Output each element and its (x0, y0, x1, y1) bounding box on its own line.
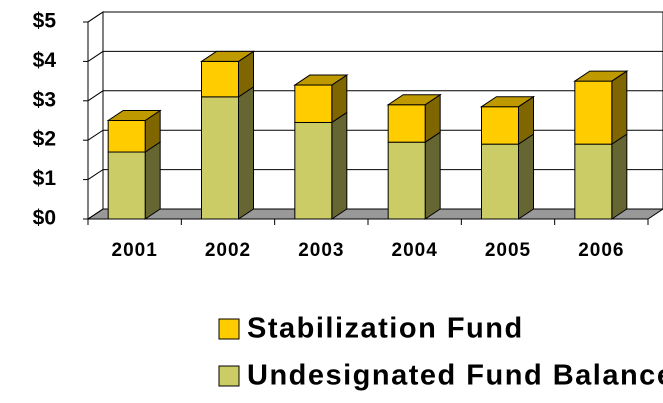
left-wall (87, 11, 104, 220)
grid-line (87, 208, 663, 220)
bar-top (573, 70, 629, 82)
grid-line (87, 11, 663, 23)
bar-side (424, 131, 441, 220)
bar-top (479, 96, 536, 108)
bar (201, 60, 239, 98)
legend-label: Stabilization Fund (247, 313, 524, 345)
grid-line (87, 50, 663, 62)
bar (107, 120, 146, 153)
bar (387, 104, 426, 143)
bar (294, 84, 333, 123)
bar (481, 143, 519, 220)
bar-side (611, 70, 628, 146)
x-tick-label: 2004 (392, 240, 438, 261)
bar-top (293, 74, 349, 86)
y-tick-label: $1 (33, 167, 57, 190)
grid-line (87, 129, 663, 141)
y-tick-label: $3 (33, 88, 56, 111)
x-tick-label: 2001 (112, 240, 158, 261)
y-tick-label: $0 (33, 207, 56, 230)
bar-side (611, 133, 628, 220)
grid-line (87, 169, 663, 181)
legend-label: Undesignated Fund Balance (247, 360, 663, 392)
bar-side (144, 141, 161, 220)
x-tick-label: 2002 (205, 240, 251, 261)
bar-top (199, 50, 256, 62)
x-tick-label: 2003 (298, 240, 344, 261)
y-tick-label: $4 (33, 49, 57, 72)
bar-side (331, 111, 348, 220)
bar (574, 80, 613, 145)
bar-top (386, 94, 442, 106)
y-tick-label: $2 (33, 128, 56, 151)
back-wall (102, 11, 663, 210)
bar (201, 96, 239, 220)
bar (107, 151, 146, 220)
bar-top (106, 110, 162, 121)
grid-line (87, 90, 663, 102)
bar-side (518, 133, 534, 220)
bar (294, 121, 333, 220)
bar (387, 141, 426, 220)
x-tick-label: 2005 (485, 240, 531, 261)
bar (574, 143, 613, 220)
bar-side (238, 85, 254, 220)
y-tick-label: $5 (33, 10, 57, 33)
x-tick-label: 2006 (578, 240, 624, 261)
legend-swatch (218, 365, 240, 387)
legend-swatch (218, 318, 240, 340)
bar (481, 106, 519, 145)
